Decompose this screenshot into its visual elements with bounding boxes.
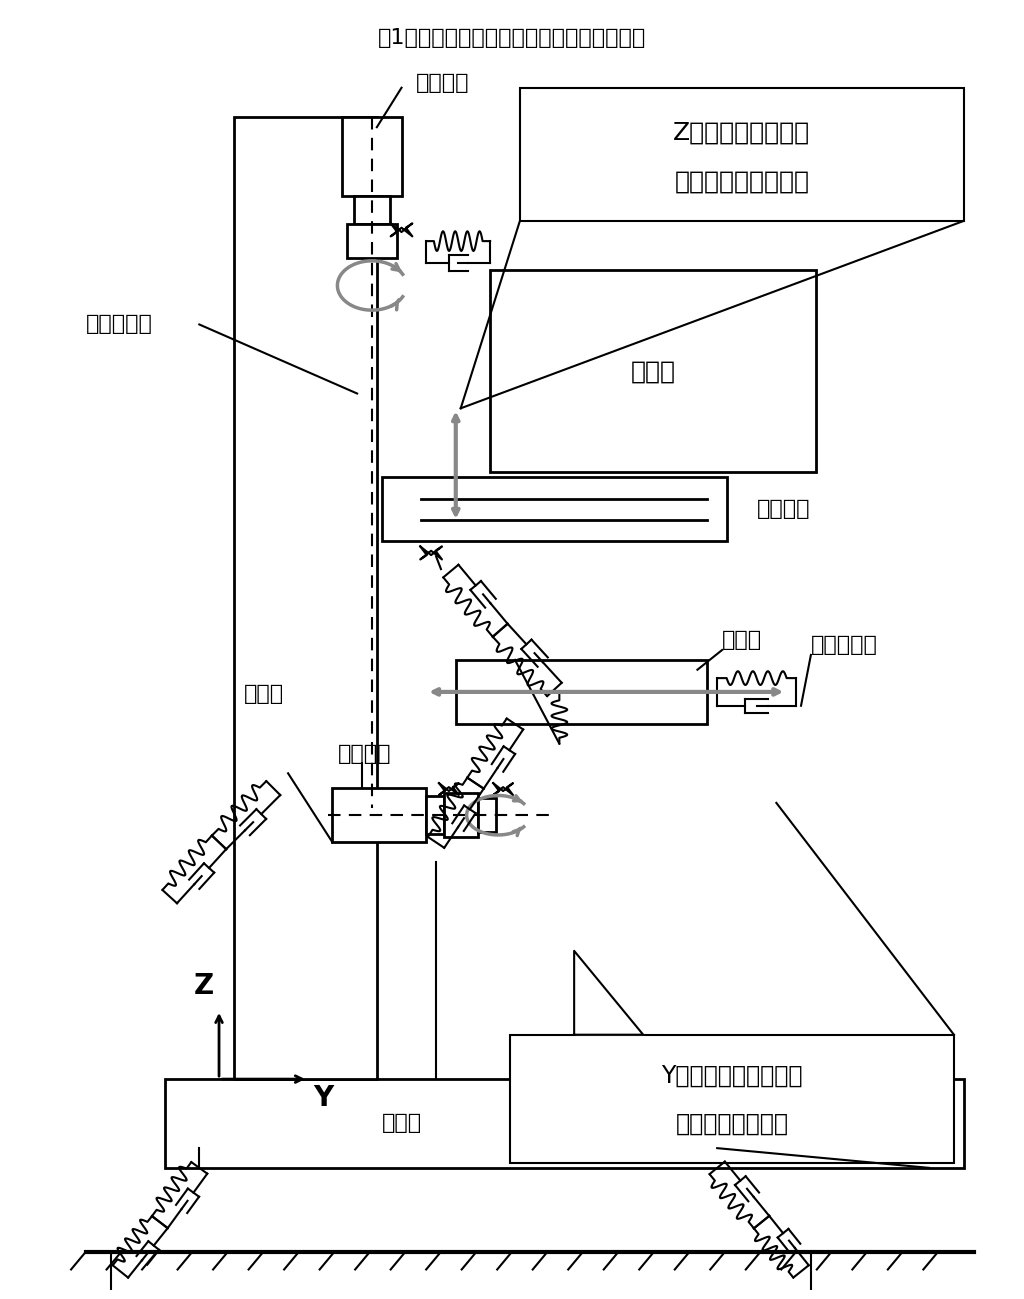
Bar [347, 223, 396, 259]
Bar [456, 660, 708, 724]
Text: ボールネジ: ボールネジ [811, 635, 878, 655]
Bar [382, 477, 727, 542]
Text: Y: Y [312, 1085, 333, 1112]
Text: コラム: コラム [244, 685, 284, 704]
Bar [165, 1079, 964, 1168]
Bar [426, 796, 444, 834]
Text: および摩擦トルク: および摩擦トルク [676, 1112, 788, 1135]
Text: Y軸駆動機構の摩擦力: Y軸駆動機構の摩擦力 [662, 1064, 803, 1089]
Text: Z: Z [194, 972, 214, 1000]
Text: モーター: モーター [417, 73, 470, 92]
Bar [354, 196, 390, 223]
Text: テーブル: テーブル [757, 499, 810, 520]
Polygon shape [574, 951, 643, 1035]
Text: モーター: モーター [337, 743, 391, 764]
Bar [233, 117, 377, 1079]
Text: ボールネジ: ボールネジ [86, 314, 153, 334]
Text: 図1　立形マシニングセンターの振動モデル: 図1 立形マシニングセンターの振動モデル [378, 29, 646, 48]
Text: サドル: サドル [722, 630, 762, 650]
Bar [342, 117, 401, 196]
Bar [510, 1035, 954, 1163]
Bar [490, 270, 816, 473]
Text: 主軸頭: 主軸頭 [631, 360, 676, 383]
Text: 力および摩擦トルク: 力および摩擦トルク [675, 169, 809, 194]
Text: Z軸駆動機構の摩擦: Z軸駆動機構の摩擦 [673, 120, 810, 144]
Bar [478, 798, 497, 833]
Bar [520, 88, 964, 221]
Bar [444, 792, 478, 838]
Bar [333, 788, 426, 842]
Text: ベッド: ベッド [382, 1113, 422, 1134]
